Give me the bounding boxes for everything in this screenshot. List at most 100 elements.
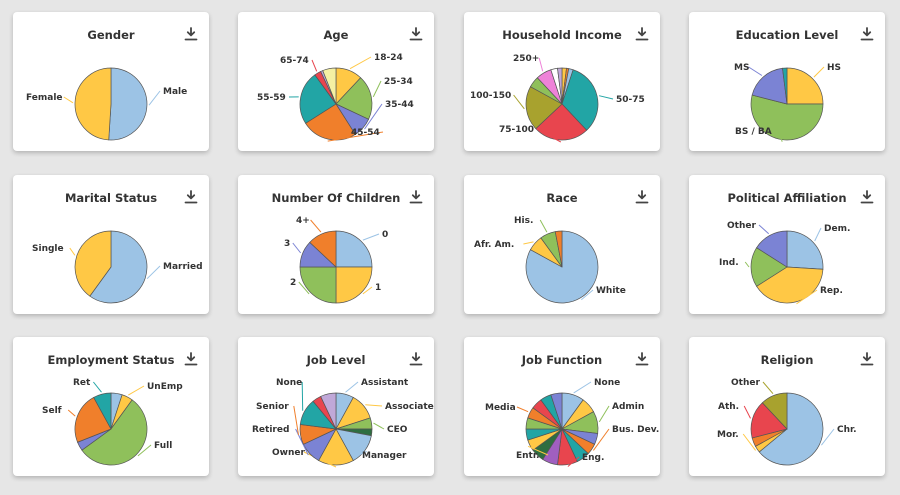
slice-label: 75-100 bbox=[499, 125, 534, 135]
connector-line bbox=[148, 90, 161, 106]
pie-slice-50-75[interactable] bbox=[561, 69, 599, 131]
chart-title: Number Of Children bbox=[271, 191, 401, 205]
slice-label: 35-44 bbox=[385, 100, 414, 110]
pie-slice-ret[interactable] bbox=[93, 392, 112, 430]
pie-slice-male[interactable] bbox=[108, 67, 148, 141]
pie-slice[interactable] bbox=[550, 392, 563, 430]
pie-slice-100-150[interactable] bbox=[525, 86, 563, 130]
chart-title: Race bbox=[546, 191, 578, 205]
pie-slice-25-34[interactable] bbox=[335, 77, 373, 120]
connector-line bbox=[796, 289, 818, 305]
connector-line bbox=[573, 381, 592, 394]
slice-label: Ret bbox=[73, 378, 91, 388]
download-icon[interactable] bbox=[859, 189, 875, 205]
pie-slice-other[interactable] bbox=[761, 392, 788, 430]
connector-line bbox=[598, 95, 614, 100]
chart-title: Gender bbox=[87, 28, 135, 42]
pie-slice-4[interactable] bbox=[309, 230, 337, 268]
download-icon[interactable] bbox=[859, 351, 875, 367]
slice-label: Full bbox=[154, 441, 172, 451]
pie-slice[interactable] bbox=[554, 230, 563, 268]
pie-slice-45-54[interactable] bbox=[305, 103, 356, 141]
slice-label: None bbox=[594, 378, 620, 388]
connector-line bbox=[821, 428, 835, 446]
pie-slice-dem[interactable] bbox=[786, 230, 824, 270]
download-icon[interactable] bbox=[183, 189, 199, 205]
pie-slice[interactable] bbox=[320, 392, 337, 430]
pie-slice-1[interactable] bbox=[335, 266, 373, 304]
connector-line bbox=[527, 445, 549, 456]
chart-title: Job Level bbox=[306, 353, 366, 367]
pie-slice-married[interactable] bbox=[89, 230, 148, 304]
chart-card-number-of-children: Number Of Children 0 1 2 3 4+ bbox=[238, 175, 434, 314]
slice-label: 18-24 bbox=[374, 53, 403, 63]
pie-chart: Married Single bbox=[32, 230, 203, 304]
pie-slice-full[interactable] bbox=[81, 399, 148, 466]
connector-line bbox=[567, 456, 580, 467]
pie-slice-2[interactable] bbox=[299, 266, 337, 304]
connector-line bbox=[358, 450, 367, 456]
download-icon[interactable] bbox=[183, 26, 199, 42]
pie-slice-other[interactable] bbox=[756, 230, 788, 268]
download-icon[interactable] bbox=[634, 26, 650, 42]
pie-chart: HS BS / BA MS bbox=[734, 63, 841, 142]
connector-line bbox=[365, 404, 383, 407]
connector-line bbox=[516, 406, 529, 413]
connector-line bbox=[345, 381, 359, 393]
connector-line bbox=[813, 66, 825, 78]
download-icon[interactable] bbox=[408, 351, 424, 367]
connector-line bbox=[63, 96, 74, 104]
pie-slice-ind[interactable] bbox=[750, 247, 788, 287]
pie-slice-single[interactable] bbox=[74, 230, 112, 297]
connector-line bbox=[748, 66, 763, 76]
slice-label: 50-75 bbox=[616, 95, 645, 105]
slice-label: Afr. Am. bbox=[474, 240, 514, 250]
pie-chart: None Admin Bus. Dev. Eng. Entr. Media bbox=[485, 378, 659, 467]
slice-label: His. bbox=[514, 216, 533, 226]
slice-label: Associate bbox=[385, 402, 434, 412]
slice-label: Admin bbox=[612, 402, 644, 412]
slice-label: 1 bbox=[375, 283, 381, 293]
download-icon[interactable] bbox=[408, 189, 424, 205]
chart-title: Job Function bbox=[521, 353, 603, 367]
download-icon[interactable] bbox=[859, 26, 875, 42]
chart-card-race: Race White Afr. Am. His. bbox=[464, 175, 660, 314]
connector-line bbox=[592, 428, 610, 451]
download-icon[interactable] bbox=[183, 351, 199, 367]
pie-slice-ms[interactable] bbox=[751, 67, 788, 105]
connector-line bbox=[295, 428, 309, 456]
connector-line bbox=[758, 224, 770, 235]
chart-card-gender: Gender Male Female bbox=[13, 12, 209, 151]
pie-slice-hs[interactable] bbox=[786, 67, 824, 105]
pie-chart: 0 1 2 3 4+ bbox=[284, 216, 388, 304]
pie-slice-55-59[interactable] bbox=[299, 74, 337, 124]
slice-label: 55-59 bbox=[257, 93, 286, 103]
slice-label: Eng. bbox=[582, 453, 604, 463]
download-icon[interactable] bbox=[408, 26, 424, 42]
connector-line bbox=[762, 381, 774, 395]
pie-slice-chr[interactable] bbox=[758, 392, 824, 466]
pie-slice[interactable] bbox=[782, 67, 788, 105]
download-icon[interactable] bbox=[634, 189, 650, 205]
pie-slice-female[interactable] bbox=[74, 67, 112, 141]
chart-title: Age bbox=[323, 28, 349, 42]
slice-label: Dem. bbox=[824, 224, 850, 234]
connector-line bbox=[580, 289, 594, 301]
pie-slice-0[interactable] bbox=[335, 230, 373, 268]
pie-slice[interactable] bbox=[322, 67, 337, 105]
slice-label: HS bbox=[827, 63, 841, 73]
chart-card-job-level: Job Level Assistant Associate CEO Manager Own… bbox=[238, 337, 434, 476]
pie-slice[interactable] bbox=[557, 67, 563, 105]
pie-slice-bs-ba[interactable] bbox=[750, 94, 824, 141]
download-icon[interactable] bbox=[634, 351, 650, 367]
slice-label: Entr. bbox=[516, 451, 539, 461]
connector-line bbox=[744, 261, 750, 268]
chart-card-marital-status: Marital Status Married Single bbox=[13, 175, 209, 314]
pie-slice-75-100[interactable] bbox=[535, 103, 588, 141]
pie-chart: UnEmp Full Self Ret bbox=[42, 378, 183, 466]
pie-slice-self[interactable] bbox=[74, 396, 112, 443]
connector-line bbox=[373, 422, 385, 430]
connector-line bbox=[372, 80, 382, 98]
slice-label: Male bbox=[163, 87, 187, 97]
